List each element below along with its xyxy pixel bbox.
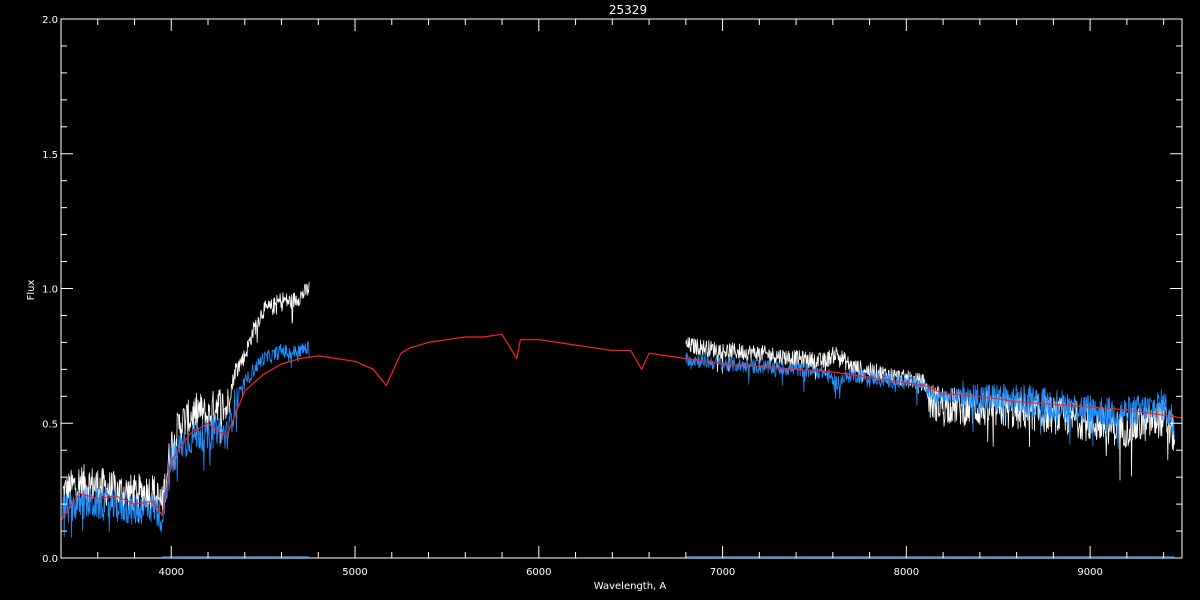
x-tick-label: 9000 [1077,567,1102,578]
y-tick-label: 1.0 [42,285,58,296]
axes-layer [60,18,1183,559]
x-tick-label: 7000 [710,567,735,578]
x-tick-label: 6000 [526,567,551,578]
y-tick-label: 0.0 [42,554,58,565]
series-1-segment-0-line [62,341,310,538]
y-tick-label: 1.5 [42,150,58,161]
x-tick-label: 4000 [159,567,184,578]
y-axis-label: Flux [26,280,37,301]
y-tick-label: 0.5 [42,419,58,430]
chart-title: 25329 [609,3,647,17]
series-0-segment-0-line [62,281,310,523]
x-tick-label: 8000 [894,567,919,578]
x-tick-label: 5000 [342,567,367,578]
y-tick-label: 2.0 [42,15,58,26]
tick-labels: 4000 5000 6000 7000 8000 9000 0.0 0.5 1.0 1.5 2.0 [42,15,1103,578]
x-axis-label: Wavelength, A [594,581,667,592]
series-2-segment-0-line [61,333,1182,521]
series-1-segment-1-line [685,352,1175,450]
series-layer [61,281,1182,558]
